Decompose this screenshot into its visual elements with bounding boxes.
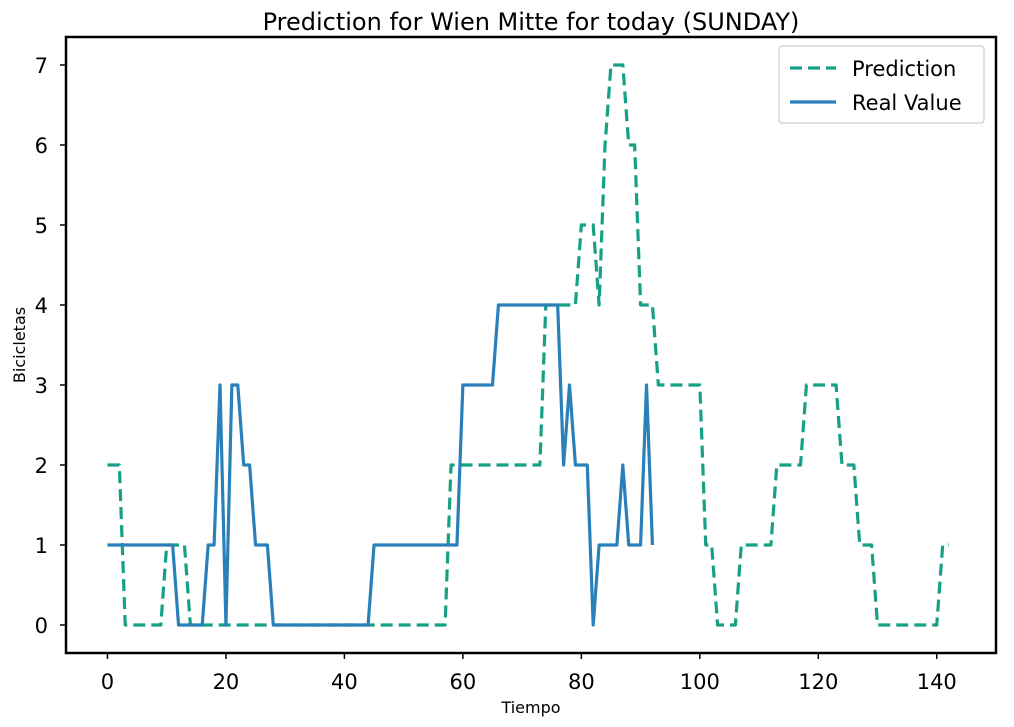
legend-label-prediction: Prediction [852,57,956,81]
series-line-prediction [107,63,949,627]
y-tick-label: 2 [35,454,48,478]
series-layer [107,63,949,627]
legend: Prediction Real Value [778,45,985,124]
y-tick-label: 4 [35,294,48,318]
y-axis: 0 1 2 3 4 5 6 7 [35,54,66,638]
chart-title: Prediction for Wien Mitte for today (SUN… [263,8,800,36]
y-tick-label: 5 [35,214,48,238]
series-line-real-value [107,303,655,627]
x-tick-label: 140 [917,670,957,694]
plot-frame [64,35,998,655]
x-tick-label: 100 [680,670,720,694]
x-tick-label: 60 [450,670,477,694]
x-tick-label: 20 [213,670,240,694]
x-axis-label: Tiempo [500,698,560,717]
y-tick-label: 1 [35,534,48,558]
y-tick-label: 6 [35,134,48,158]
x-tick-label: 40 [331,670,358,694]
x-tick-label: 0 [101,670,114,694]
y-tick-label: 3 [35,374,48,398]
x-tick-label: 120 [798,670,838,694]
x-tick-label: 80 [568,670,595,694]
legend-box [778,45,985,124]
y-axis-label: Bicicletas [10,307,29,383]
x-axis: 0 20 40 60 80 100 120 140 [101,653,957,694]
y-tick-label: 0 [35,614,48,638]
y-tick-label: 7 [35,54,48,78]
legend-label-real-value: Real Value [852,91,962,115]
